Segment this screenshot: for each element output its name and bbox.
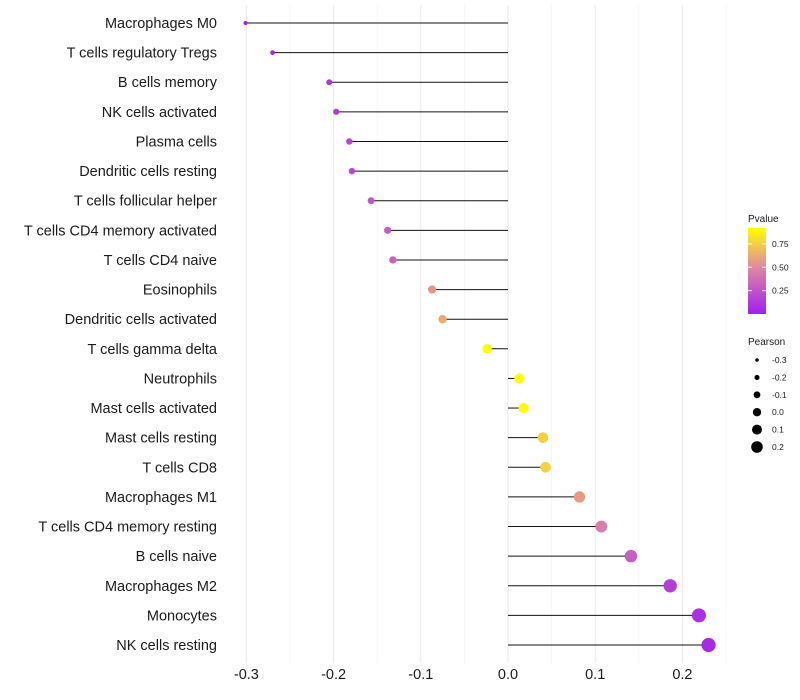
lollipop-point [518, 402, 529, 414]
x-tick-label: -0.1 [408, 667, 433, 683]
lollipop-point [243, 20, 248, 26]
x-tick-label: 0.2 [672, 667, 692, 683]
x-axis-labels: -0.3 -0.2 -0.1 0.0 0.1 0.2 [234, 667, 693, 683]
lollipop-point [326, 79, 333, 86]
lollipop-point [691, 608, 706, 623]
lollipop-point [540, 461, 551, 473]
y-tick-label: T cells CD4 memory resting [38, 520, 217, 536]
size-key-dot [755, 358, 759, 362]
pearson-legend-title: Pearson [748, 337, 785, 348]
y-tick-label: Monocytes [147, 608, 217, 624]
x-tick-label: 0.0 [498, 667, 518, 683]
pvalue-colorbar [748, 228, 766, 314]
y-tick-label: Mast cells resting [105, 431, 217, 447]
y-tick-label: B cells memory [118, 75, 218, 91]
lollipop-point [346, 138, 353, 145]
lollipop-point [428, 285, 437, 294]
y-tick-label: T cells follicular helper [74, 194, 217, 210]
lollipop-point [348, 167, 356, 175]
size-key-label: 0.1 [772, 425, 784, 435]
y-tick-label: Macrophages M2 [105, 579, 217, 595]
size-key-dot [752, 424, 762, 435]
y-tick-label: B cells naive [136, 549, 217, 565]
lollipop-point [624, 549, 638, 563]
y-tick-label: Plasma cells [136, 134, 217, 150]
grid-lines [245, 5, 727, 663]
y-tick-label: Neutrophils [144, 371, 217, 387]
y-tick-label: T cells regulatory Tregs [67, 46, 217, 62]
lollipop-point [701, 637, 716, 653]
lollipop-point [333, 108, 340, 115]
y-tick-label: Mast cells activated [90, 401, 217, 417]
size-key-label: -0.1 [772, 390, 787, 400]
pvalue-legend: Pvalue 0.25 0.50 0.75 [748, 214, 789, 314]
size-key-label: 0.2 [772, 442, 784, 452]
y-tick-label: T cells CD8 [142, 460, 217, 476]
lollipop-point [663, 579, 677, 593]
size-key-dot [751, 441, 763, 453]
y-tick-label: T cells CD4 naive [104, 253, 217, 269]
lollipop-point [573, 491, 586, 503]
colorbar-tick-label: 0.25 [772, 286, 789, 296]
lollipop-point [514, 373, 525, 384]
size-key-label: -0.2 [772, 372, 787, 382]
lollipop-point [384, 226, 392, 234]
y-tick-label: T cells CD4 memory activated [24, 223, 217, 239]
lollipop-point [482, 344, 492, 354]
pearson-legend: Pearson -0.3 -0.2 -0.1 0.0 0.1 0.2 [748, 337, 787, 453]
size-key-label: 0.0 [772, 407, 784, 417]
size-key-dot [752, 408, 762, 417]
y-axis-labels: Macrophages M0 T cells regulatory Tregs B… [24, 16, 218, 654]
lollipop-point [367, 197, 375, 205]
lollipop-point [438, 314, 447, 324]
lollipop-point [595, 520, 608, 533]
y-tick-label: Eosinophils [143, 283, 217, 299]
y-tick-label: NK cells activated [102, 105, 217, 121]
x-tick-label: -0.2 [321, 667, 346, 683]
y-tick-label: T cells gamma delta [88, 342, 218, 358]
lollipop-point [537, 432, 549, 443]
x-tick-label: 0.1 [585, 667, 605, 683]
size-key-dot [753, 391, 761, 399]
y-tick-label: Macrophages M0 [105, 16, 217, 32]
colorbar-tick-label: 0.75 [772, 239, 789, 249]
x-tick-label: -0.3 [234, 667, 259, 683]
y-tick-label: Macrophages M1 [105, 490, 217, 506]
lollipop-stems [245, 22, 709, 646]
lollipop-point [270, 50, 275, 55]
lollipop-points [243, 20, 716, 653]
pvalue-legend-title: Pvalue [748, 214, 779, 225]
lollipop-point [389, 256, 397, 264]
colorbar-tick-label: 0.50 [772, 262, 789, 272]
y-tick-label: Dendritic cells resting [79, 164, 217, 180]
size-key-label: -0.3 [772, 355, 787, 365]
size-key-dot [754, 374, 760, 380]
y-tick-label: NK cells resting [116, 638, 217, 654]
y-tick-label: Dendritic cells activated [65, 312, 217, 328]
